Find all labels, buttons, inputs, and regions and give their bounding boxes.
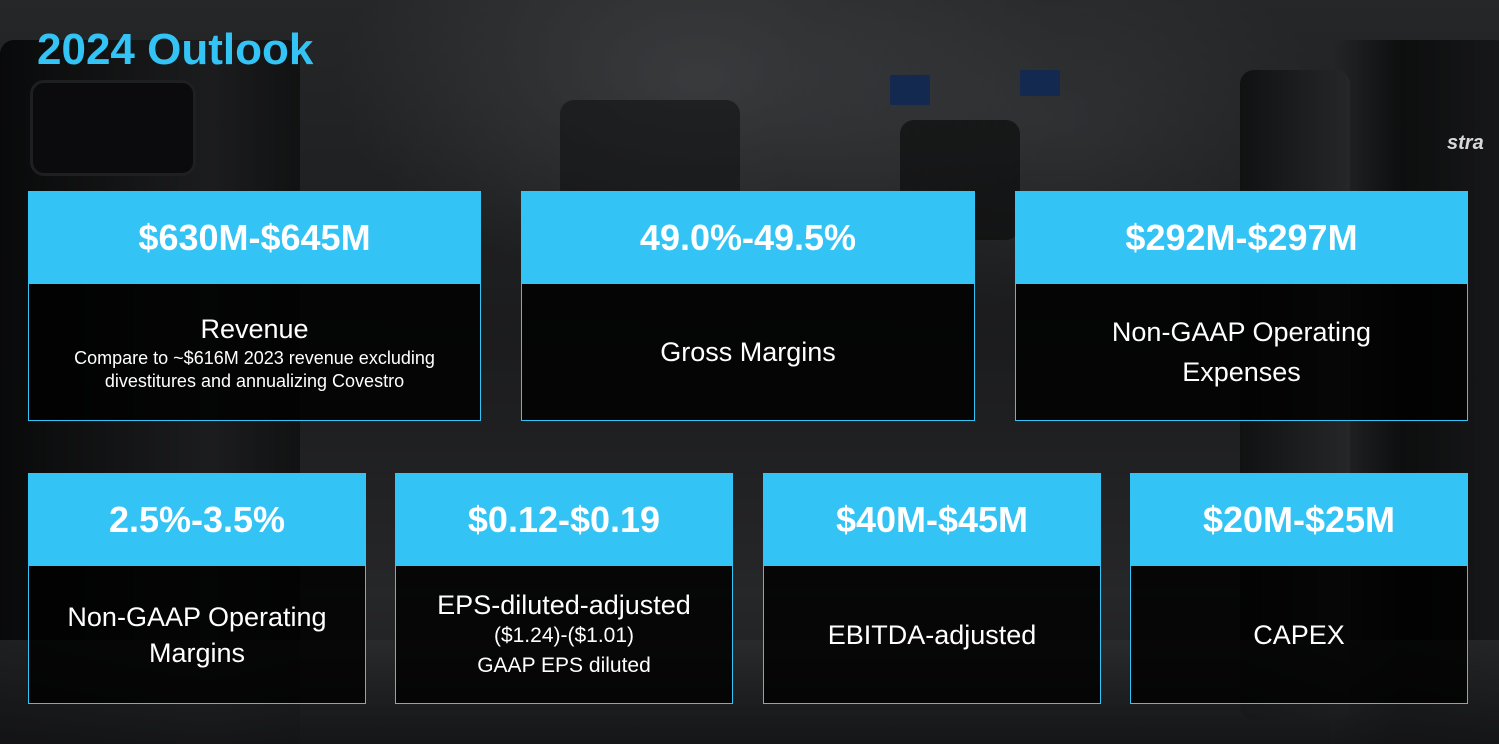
operating-expenses-label: Non-GAAP Operating Expenses [1111,317,1372,387]
revenue-note: Compare to ~$616M 2023 revenue excluding… [74,348,435,391]
ebitda-label: EBITDA-adjusted [827,619,1037,650]
gross-margins-label: Gross Margins [660,337,836,367]
ebitda-body: EBITDA-adjusted [764,566,1100,703]
capex-value: $20M-$25M [1131,474,1467,566]
revenue-card: $630M-$645M Revenue Compare to ~$616M 20… [28,191,481,421]
revenue-label: Revenue [200,314,309,344]
capex-body: CAPEX [1131,566,1467,703]
printer-brand-text: stra [1447,132,1484,154]
operating-expenses-body: Non-GAAP Operating Expenses [1016,284,1467,420]
operating-margins-body: Non-GAAP Operating Margins [29,566,365,703]
revenue-value: $630M-$645M [29,192,480,284]
gross-margins-card: 49.0%-49.5% Gross Margins [521,191,975,421]
eps-card: $0.12-$0.19 EPS-diluted-adjusted ($1.24)… [395,473,733,704]
page-title: 2024 Outlook [37,25,314,74]
gaap-eps-range: ($1.24)-($1.01) [493,623,635,647]
operating-margins-value: 2.5%-3.5% [29,474,365,566]
operating-margins-card: 2.5%-3.5% Non-GAAP Operating Margins [28,473,366,704]
operating-expenses-value: $292M-$297M [1016,192,1467,284]
eps-label: EPS-diluted-adjusted [437,589,691,620]
operating-expenses-card: $292M-$297M Non-GAAP Operating Expenses [1015,191,1468,421]
gross-margins-value: 49.0%-49.5% [522,192,974,284]
revenue-body: Revenue Compare to ~$616M 2023 revenue e… [29,284,480,420]
operating-margins-label: Non-GAAP Operating Margins [67,601,327,668]
ebitda-card: $40M-$45M EBITDA-adjusted [763,473,1101,704]
eps-value: $0.12-$0.19 [396,474,732,566]
gross-margins-body: Gross Margins [522,284,974,420]
eps-body: EPS-diluted-adjusted ($1.24)-($1.01) GAA… [396,566,732,703]
gaap-eps-label: GAAP EPS diluted [477,653,651,677]
capex-card: $20M-$25M CAPEX [1130,473,1468,704]
ebitda-value: $40M-$45M [764,474,1100,566]
capex-label: CAPEX [1253,619,1345,650]
